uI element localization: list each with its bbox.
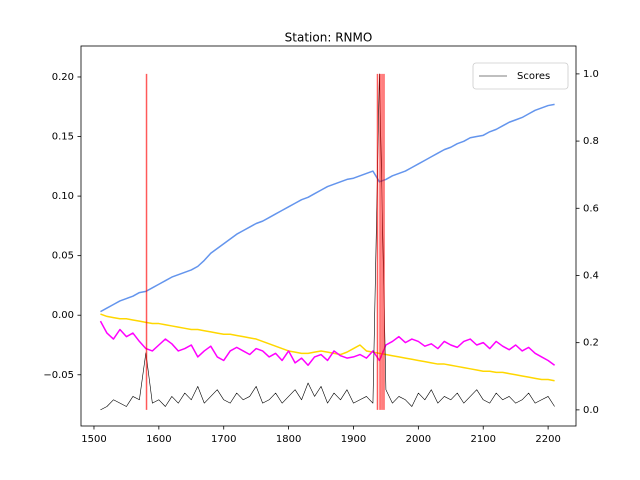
y-tick-label: 0.05 [52, 251, 74, 262]
y2-tick-label: 1.0 [583, 69, 599, 80]
legend-box [472, 62, 569, 90]
line-series [100, 313, 555, 382]
y2-tick-label: 0.6 [583, 203, 599, 214]
chart-title: Station: RNMO [285, 31, 373, 45]
y-tick-label: 0.00 [52, 310, 74, 321]
line-series [100, 103, 555, 313]
plot-area [99, 73, 556, 411]
axes-frame [80, 45, 577, 427]
y2-tick-label: 0.8 [583, 136, 599, 147]
x-tick-label: 1500 [81, 434, 106, 445]
x-tick-label: 2000 [406, 434, 431, 445]
x-tick-label: 1800 [276, 434, 301, 445]
line-series [99, 320, 556, 366]
x-tick-label: 1600 [146, 434, 171, 445]
y-tick-label: 0.20 [52, 72, 74, 83]
legend-label: Scores [517, 71, 550, 82]
x-tick-label: 2100 [471, 434, 496, 445]
line-series [100, 73, 555, 411]
y-tick-label: 0.15 [52, 132, 74, 143]
x-tick-label: 1900 [341, 434, 366, 445]
y2-tick-label: 0.0 [583, 405, 599, 416]
y2-tick-label: 0.4 [583, 270, 599, 281]
y2-tick-label: 0.2 [583, 338, 599, 349]
x-tick-label: 1700 [211, 434, 236, 445]
y-tick-label: −0.05 [43, 370, 74, 381]
y-tick-label: 0.10 [52, 191, 74, 202]
x-tick-label: 2200 [535, 434, 560, 445]
